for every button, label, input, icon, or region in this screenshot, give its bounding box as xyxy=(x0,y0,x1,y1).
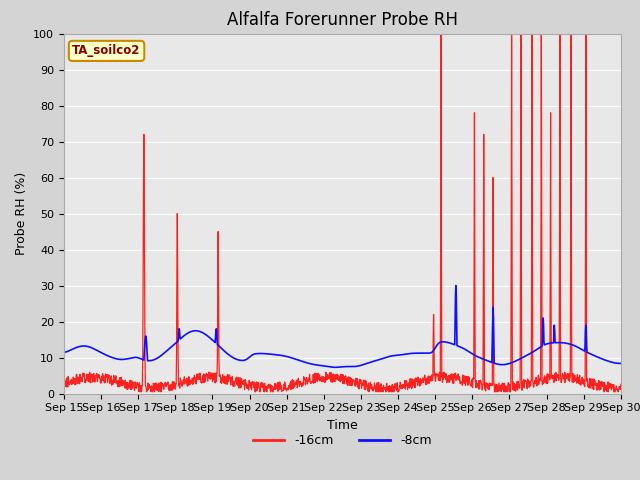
-16cm xyxy=(437,31,445,36)
-16cm xyxy=(378,388,385,394)
-8cm xyxy=(332,364,339,370)
Text: TA_soilco2: TA_soilco2 xyxy=(72,44,141,58)
-16cm xyxy=(103,372,111,378)
-16cm xyxy=(318,373,326,379)
-8cm xyxy=(617,360,625,366)
-8cm xyxy=(103,353,111,359)
-16cm xyxy=(136,389,144,395)
-16cm xyxy=(617,381,625,387)
Title: Alfalfa Forerunner Probe RH: Alfalfa Forerunner Probe RH xyxy=(227,11,458,29)
Legend: -16cm, -8cm: -16cm, -8cm xyxy=(248,429,436,452)
-8cm xyxy=(318,363,326,369)
-8cm xyxy=(60,349,68,355)
-8cm xyxy=(126,356,134,361)
Line: -8cm: -8cm xyxy=(64,286,621,367)
-8cm xyxy=(308,361,316,367)
-16cm xyxy=(297,382,305,387)
Line: -16cm: -16cm xyxy=(64,34,621,392)
-8cm xyxy=(296,358,304,363)
-8cm xyxy=(378,356,385,362)
Y-axis label: Probe RH (%): Probe RH (%) xyxy=(15,172,28,255)
-8cm xyxy=(452,283,460,288)
-16cm xyxy=(126,383,134,389)
-16cm xyxy=(308,379,316,385)
-16cm xyxy=(60,381,68,387)
X-axis label: Time: Time xyxy=(327,419,358,432)
